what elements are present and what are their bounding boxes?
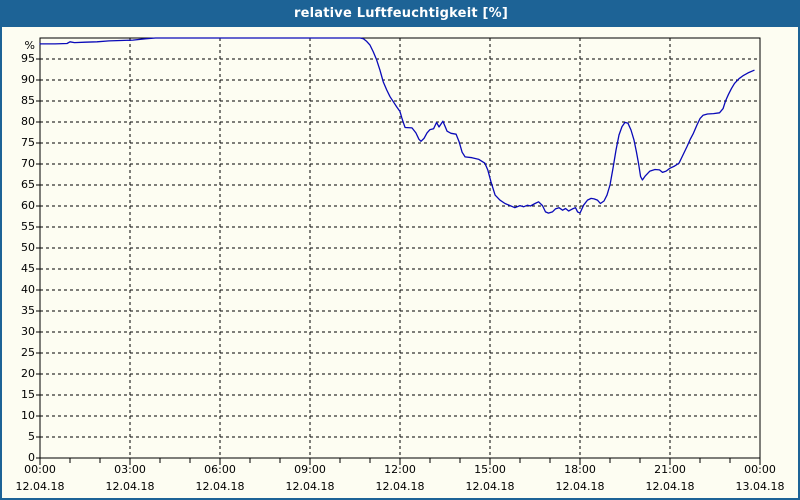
x-tick-time-label: 00:00	[744, 463, 776, 476]
y-tick-label: 35	[21, 304, 35, 317]
y-tick-label: 15	[21, 388, 35, 401]
y-tick-label: 80	[21, 115, 35, 128]
y-tick-label: 20	[21, 367, 35, 380]
y-tick-label: 25	[21, 346, 35, 359]
window-title: relative Luftfeuchtigkeit [%]	[293, 6, 509, 21]
y-tick-label: 0	[28, 451, 35, 464]
y-tick-label: 85	[21, 94, 35, 107]
x-tick-time-label: 12:00	[384, 463, 416, 476]
y-tick-label: 55	[21, 220, 35, 233]
y-axis-unit-label: %	[24, 39, 35, 52]
x-tick-time-label: 09:00	[294, 463, 326, 476]
x-tick-date-label: 12.04.18	[375, 480, 425, 493]
y-tick-label: 75	[21, 136, 35, 149]
y-tick-label: 30	[21, 325, 35, 338]
x-tick-date-label: 12.04.18	[105, 480, 155, 493]
x-tick-time-label: 06:00	[204, 463, 236, 476]
y-tick-label: 95	[21, 52, 35, 65]
y-tick-label: 90	[21, 73, 35, 86]
y-tick-label: 50	[21, 241, 35, 254]
window-titlebar: relative Luftfeuchtigkeit [%]	[2, 2, 798, 27]
y-tick-label: 45	[21, 262, 35, 275]
x-tick-date-label: 12.04.18	[15, 480, 65, 493]
x-tick-time-label: 15:00	[474, 463, 506, 476]
y-tick-label: 60	[21, 199, 35, 212]
y-tick-label: 10	[21, 409, 35, 422]
x-tick-date-label: 12.04.18	[555, 480, 605, 493]
x-tick-date-label: 12.04.18	[465, 480, 515, 493]
x-tick-time-label: 00:00	[24, 463, 56, 476]
x-tick-date-label: 12.04.18	[645, 480, 695, 493]
x-tick-time-label: 21:00	[654, 463, 686, 476]
x-tick-time-label: 18:00	[564, 463, 596, 476]
x-tick-date-label: 12.04.18	[285, 480, 335, 493]
x-tick-date-label: 13.04.18	[735, 480, 785, 493]
humidity-line	[39, 37, 755, 214]
y-tick-label: 5	[28, 430, 35, 443]
y-tick-label: 40	[21, 283, 35, 296]
x-tick-time-label: 03:00	[114, 463, 146, 476]
y-tick-label: 65	[21, 178, 35, 191]
x-tick-date-label: 12.04.18	[195, 480, 245, 493]
y-tick-label: 70	[21, 157, 35, 170]
